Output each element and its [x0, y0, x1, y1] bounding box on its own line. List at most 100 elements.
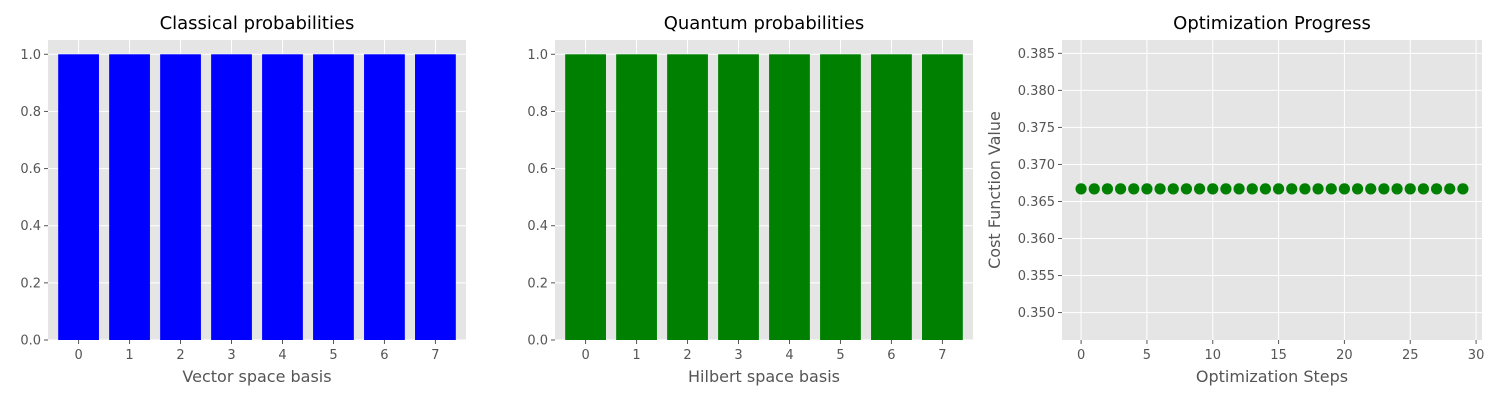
y-tick-label: 1.0 — [527, 48, 548, 63]
data-point — [1233, 183, 1245, 195]
data-point — [1286, 183, 1298, 195]
y-tick-label: 0.2 — [20, 276, 41, 291]
bar — [667, 54, 708, 341]
data-point — [1351, 183, 1364, 195]
x-tick-label: 15 — [1270, 348, 1287, 363]
y-tick-label: 0.8 — [527, 105, 548, 120]
x-axis-label: Optimization Steps — [1196, 367, 1348, 386]
bar — [769, 54, 810, 341]
y-axis-label: Cost Function Value — [985, 111, 1004, 269]
x-tick-label: 5 — [1143, 348, 1151, 363]
optimization-progress-chart: 0 5 10 15 20 25 30 0.3500.3550.3600.3650.3700.… — [985, 13, 1484, 386]
data-point — [1167, 183, 1179, 195]
x-tick-label: 1 — [125, 348, 133, 363]
x-tick-label: 6 — [887, 348, 895, 363]
x-axis-label: Hilbert space basis — [688, 367, 840, 386]
classical-probabilities-chart: 0 1 2 3 4 5 6 7 0.0 0.2 0.4 0.6 0.8 1.0 Classical pr… — [20, 13, 466, 386]
bar — [58, 54, 99, 341]
x-tick-label: 4 — [278, 348, 286, 363]
y-tick-label: 0.6 — [527, 162, 548, 177]
y-tick-label: 0.350 — [1018, 306, 1055, 321]
bar — [922, 54, 963, 341]
x-tick-label: 7 — [938, 348, 946, 363]
data-point — [1114, 183, 1127, 195]
bar — [871, 54, 912, 341]
x-tick-label: 0 — [74, 348, 82, 363]
y-ticks: 0.0 0.2 0.4 0.6 0.8 1.0 — [20, 48, 48, 349]
y-ticks: 0.0 0.2 0.4 0.6 0.8 1.0 — [527, 48, 555, 349]
chart-title: Quantum probabilities — [664, 13, 865, 34]
data-point — [1299, 183, 1311, 195]
x-tick-label: 2 — [176, 348, 184, 363]
bar — [415, 54, 456, 341]
x-tick-label: 5 — [836, 348, 844, 363]
x-tick-label: 10 — [1204, 348, 1221, 363]
data-point — [1246, 183, 1258, 195]
bar — [211, 54, 252, 341]
x-tick-label: 5 — [329, 348, 337, 363]
x-tick-label: 0 — [581, 348, 589, 363]
bar — [109, 54, 150, 341]
x-tick-label: 1 — [632, 348, 640, 363]
y-tick-label: 0.2 — [527, 276, 548, 291]
x-ticks: 0 1 2 3 4 5 6 7 — [581, 340, 947, 363]
quantum-probabilities-chart: 0 1 2 3 4 5 6 7 0.0 0.2 0.4 0.6 0.8 1.0 Quantum prob… — [527, 13, 973, 386]
data-point — [1272, 183, 1285, 195]
bar — [160, 54, 201, 341]
chart-title: Optimization Progress — [1173, 13, 1371, 34]
data-point — [1404, 183, 1416, 195]
y-tick-label: 0.385 — [1018, 47, 1055, 62]
data-point — [1180, 183, 1193, 195]
data-point — [1430, 183, 1443, 195]
bar — [364, 54, 405, 341]
x-ticks: 0 5 10 15 20 25 30 — [1077, 340, 1484, 363]
y-tick-label: 0.0 — [527, 334, 548, 349]
data-point — [1378, 183, 1390, 195]
bars — [58, 54, 456, 341]
data-point — [1207, 183, 1219, 195]
y-tick-label: 0.380 — [1018, 84, 1055, 99]
x-axis-label: Vector space basis — [182, 367, 331, 386]
y-tick-label: 0.0 — [20, 334, 41, 349]
data-point — [1101, 183, 1114, 195]
data-point — [1417, 183, 1430, 195]
bar — [718, 54, 759, 341]
bars — [565, 54, 963, 341]
data-point — [1457, 183, 1469, 195]
y-tick-label: 0.365 — [1018, 195, 1055, 210]
data-point — [1444, 183, 1456, 195]
bar — [820, 54, 861, 341]
x-tick-label: 3 — [227, 348, 235, 363]
x-tick-label: 20 — [1336, 348, 1353, 363]
data-point — [1338, 183, 1351, 195]
data-point — [1141, 183, 1153, 195]
y-tick-label: 0.355 — [1018, 269, 1055, 284]
x-tick-label: 6 — [380, 348, 388, 363]
x-tick-label: 4 — [785, 348, 793, 363]
points — [1075, 183, 1469, 195]
y-tick-label: 0.4 — [20, 219, 41, 234]
data-point — [1391, 183, 1403, 195]
y-tick-label: 0.4 — [527, 219, 548, 234]
x-tick-label: 25 — [1402, 348, 1419, 363]
data-point — [1193, 183, 1206, 195]
data-point — [1088, 183, 1100, 195]
data-point — [1128, 183, 1140, 195]
chart-title: Classical probabilities — [160, 13, 355, 34]
bar — [565, 54, 606, 341]
data-point — [1365, 183, 1377, 195]
x-ticks: 0 1 2 3 4 5 6 7 — [74, 340, 440, 363]
y-tick-label: 1.0 — [20, 48, 41, 63]
x-tick-label: 3 — [734, 348, 742, 363]
y-tick-label: 0.8 — [20, 105, 41, 120]
x-tick-label: 30 — [1468, 348, 1485, 363]
y-tick-label: 0.370 — [1018, 158, 1055, 173]
data-point — [1154, 183, 1166, 195]
x-tick-label: 0 — [1077, 348, 1085, 363]
x-tick-label: 7 — [431, 348, 439, 363]
data-point — [1259, 183, 1272, 195]
data-point — [1312, 183, 1324, 195]
data-point — [1220, 183, 1232, 195]
y-tick-label: 0.375 — [1018, 121, 1055, 136]
